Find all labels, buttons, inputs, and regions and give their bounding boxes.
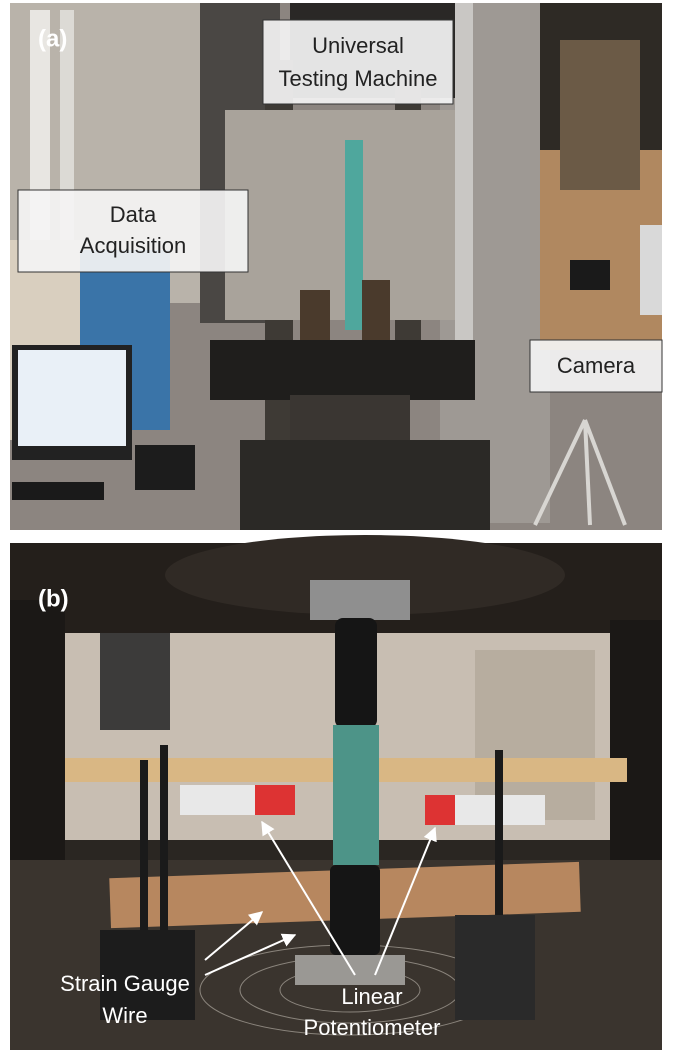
annotation: Data Acquisition bbox=[18, 190, 248, 272]
annotation-text: Testing Machine bbox=[279, 66, 438, 91]
annotation-text: Strain Gauge bbox=[60, 971, 190, 996]
annotation-text: Wire bbox=[102, 1003, 147, 1028]
page: (a) Universal Testing Machine Data Acqui… bbox=[0, 0, 673, 1053]
annotation-text: Acquisition bbox=[80, 233, 186, 258]
annotation-text: Potentiometer bbox=[304, 1015, 441, 1040]
panel-label: (a) bbox=[38, 25, 67, 52]
figure: (a) Universal Testing Machine Data Acqui… bbox=[0, 0, 673, 1053]
annotation-text: Data bbox=[110, 202, 157, 227]
annotation: Camera bbox=[530, 340, 662, 392]
panel-label: (b) bbox=[38, 585, 69, 612]
annotation-text: Camera bbox=[557, 353, 636, 378]
annotation: Universal Testing Machine bbox=[263, 20, 453, 104]
annotation-text: Linear bbox=[341, 984, 402, 1009]
annotation-text: Universal bbox=[312, 33, 404, 58]
